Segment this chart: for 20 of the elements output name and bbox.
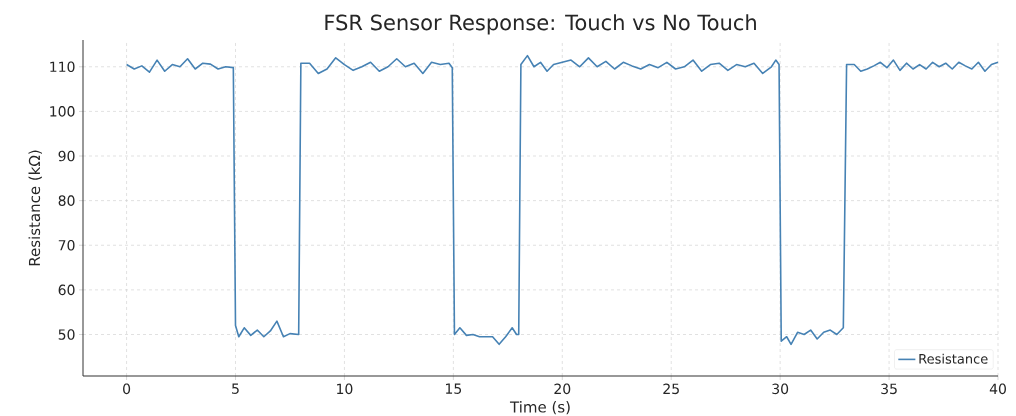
y-axis-title: Resistance (kΩ): [28, 150, 42, 266]
chart-title: FSR Sensor Response: Touch vs No Touch: [325, 14, 756, 35]
x-tick-label: 25: [663, 383, 679, 395]
x-tick-label: 40: [989, 383, 1006, 395]
y-tick-label: 70: [58, 239, 75, 251]
x-tick-label: 20: [554, 383, 571, 395]
legend-label: Resistance: [919, 353, 988, 364]
y-tick-label: 60: [58, 284, 75, 296]
x-tick-label: 30: [772, 383, 789, 395]
y-tick-label: 80: [58, 195, 75, 206]
y-tick-label: 110: [50, 61, 75, 73]
x-tick-label: 10: [337, 383, 353, 395]
x-tick-label: 35: [881, 383, 897, 395]
y-tick-label: 90: [58, 150, 75, 162]
y-tick-label: 100: [50, 106, 75, 117]
x-tick-label: 0: [123, 383, 131, 395]
x-tick-label: 5: [232, 383, 239, 394]
y-tick-label: 50: [58, 329, 75, 340]
x-axis-title: Time (s): [509, 401, 570, 415]
x-tick-label: 15: [445, 383, 462, 394]
